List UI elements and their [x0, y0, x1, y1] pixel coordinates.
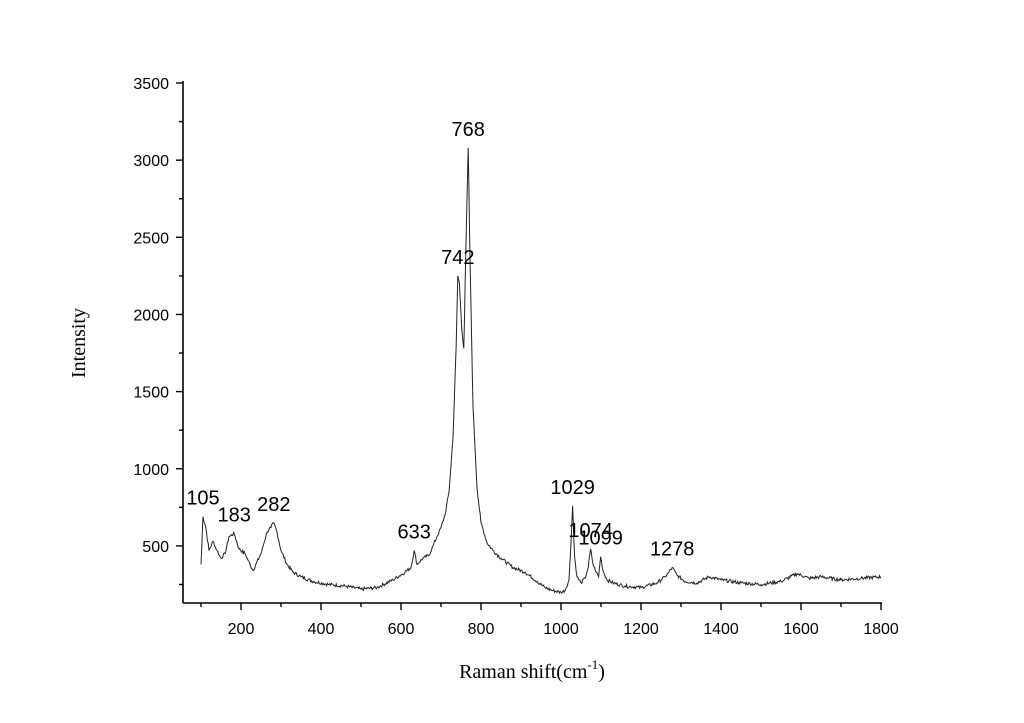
- x-tick-label: 1000: [543, 621, 579, 638]
- y-tick-label: 3500: [133, 76, 169, 93]
- peak-label: 742: [441, 247, 474, 269]
- peak-label: 1074: [568, 520, 613, 542]
- peak-label: 1099: [578, 528, 623, 550]
- x-tick-label: 400: [308, 621, 335, 638]
- y-ticks: 500 1000 1500 2000 2500 3000 3500: [133, 76, 183, 586]
- plot-area: 200 400 600 800 1000 1200 1400 1600 1800 500 1000…: [133, 76, 898, 638]
- x-tick-label: 1400: [703, 621, 739, 638]
- x-tick-label: 1200: [623, 621, 659, 638]
- y-tick-label: 2000: [133, 307, 169, 324]
- y-tick-label: 3000: [133, 153, 169, 170]
- x-tick-label: 800: [468, 621, 495, 638]
- peak-label: 633: [398, 522, 431, 544]
- x-axis-title: Raman shift(cm-1): [459, 657, 605, 683]
- peak-label: 282: [257, 494, 290, 516]
- x-tick-label: 600: [388, 621, 415, 638]
- x-tick-label: 200: [228, 621, 255, 638]
- peak-label: 1278: [650, 539, 695, 561]
- peak-label: 1029: [550, 477, 595, 499]
- spectrum-line: [200, 147, 882, 595]
- x-tick-label: 1600: [783, 621, 819, 638]
- y-tick-label: 1500: [133, 385, 169, 402]
- x-ticks: 200 400 600 800 1000 1200 1400 1600 1800: [200, 603, 899, 638]
- peak-label: 183: [218, 505, 251, 527]
- peak-label: 768: [452, 119, 485, 141]
- y-tick-label: 500: [142, 539, 169, 556]
- y-tick-label: 2500: [133, 230, 169, 247]
- x-axis-title-superscript: -1: [587, 657, 598, 672]
- y-axis-title: Intensity: [68, 308, 90, 378]
- x-tick-label: 1800: [863, 621, 899, 638]
- x-axis-title-close: ): [598, 661, 605, 683]
- peak-label: 105: [186, 488, 219, 510]
- y-tick-label: 1000: [133, 462, 169, 479]
- x-axis-title-main: Raman shift(cm: [459, 661, 588, 683]
